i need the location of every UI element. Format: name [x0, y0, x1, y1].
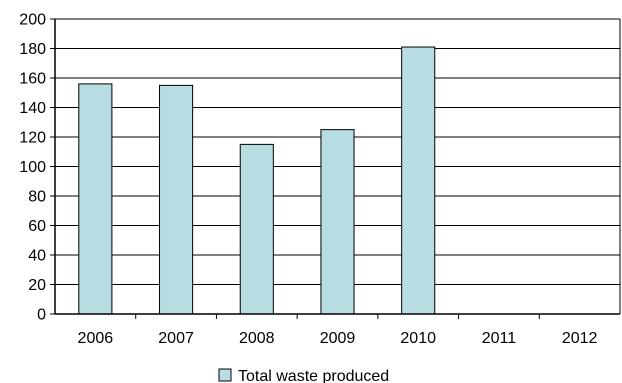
x-tick-label: 2007 — [158, 330, 194, 347]
y-tick-label: 180 — [19, 41, 46, 58]
y-tick-label: 0 — [37, 307, 46, 324]
x-tick-label: 2008 — [239, 330, 275, 347]
y-tick-label: 120 — [19, 130, 46, 147]
x-tick-label: 2011 — [482, 330, 517, 347]
x-tick-label: 2010 — [400, 330, 436, 347]
y-tick-label: 160 — [19, 71, 46, 88]
y-tick-label: 140 — [19, 100, 46, 117]
y-tick-label: 100 — [19, 159, 46, 176]
y-tick-label: 80 — [28, 189, 46, 206]
y-tick-label: 20 — [28, 277, 46, 294]
y-tick-label: 200 — [19, 12, 46, 29]
bars — [78, 46, 436, 315]
x-tick-label: 2012 — [562, 330, 598, 347]
y-tick-label: 60 — [28, 218, 46, 235]
legend: Total waste produced — [218, 368, 389, 383]
bar-2006 — [78, 83, 113, 315]
axes — [50, 18, 620, 319]
bar-2008 — [239, 143, 274, 315]
bar-2009 — [320, 129, 355, 315]
bar-2010 — [401, 46, 436, 315]
x-tick-label: 2009 — [320, 330, 356, 347]
x-tick-label: 2006 — [78, 330, 114, 347]
legend-swatch — [218, 368, 232, 382]
y-tick-label: 40 — [28, 248, 46, 265]
legend-label: Total waste produced — [238, 368, 389, 383]
y-tick-labels: 0 20 40 60 80 100 120 140 160 180 200 — [19, 12, 46, 324]
bar-2007 — [159, 84, 194, 315]
x-tick-labels: 2006 2007 2008 2009 2010 2011 2012 — [78, 330, 598, 347]
